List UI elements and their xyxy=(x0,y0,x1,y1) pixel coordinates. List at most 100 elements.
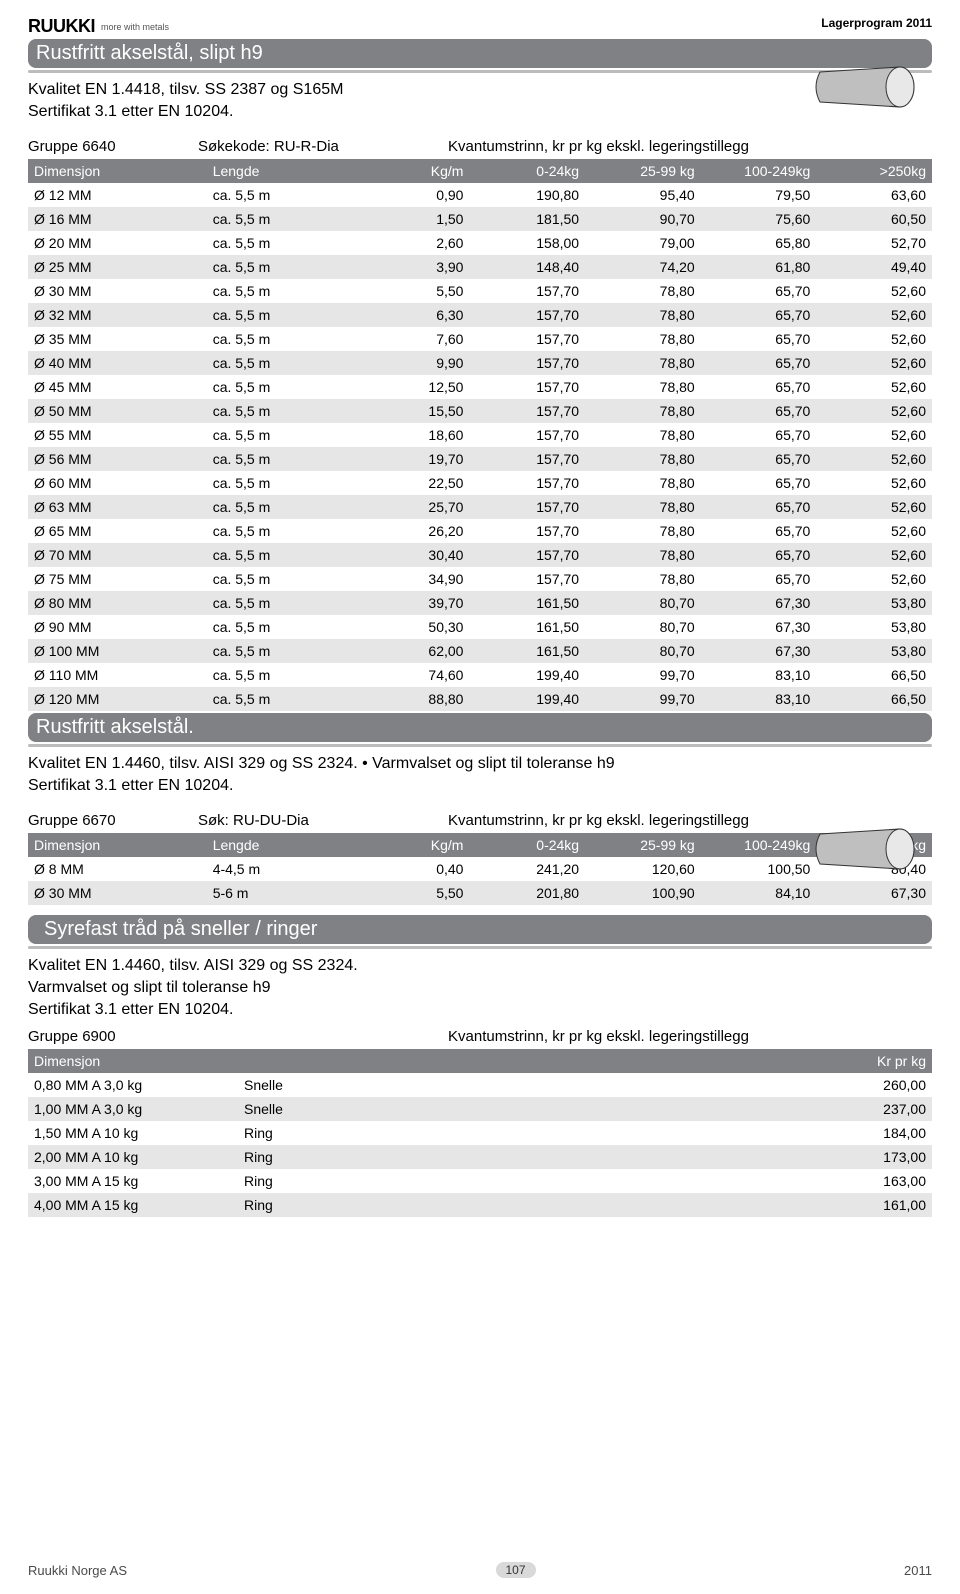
cell-dim: Ø 110 MM xyxy=(28,663,207,687)
cell-kgm: 9,90 xyxy=(364,351,469,375)
col-lengde: Lengde xyxy=(207,159,365,183)
cell-dim: Ø 50 MM xyxy=(28,399,207,423)
cell-p2: 78,80 xyxy=(585,567,701,591)
cell-dim: Ø 100 MM xyxy=(28,639,207,663)
section1-search: Søkekode: RU-R-Dia xyxy=(198,138,448,155)
cell-len: ca. 5,5 m xyxy=(207,567,365,591)
cell-p3: 67,30 xyxy=(701,615,817,639)
cell-dim: Ø 8 MM xyxy=(28,857,207,881)
cell-type: Ring xyxy=(238,1169,554,1193)
section1-subtitle-line1: Kvalitet EN 1.4418, tilsv. SS 2387 og S1… xyxy=(28,79,932,101)
s2-col-p3: 100-249kg xyxy=(701,833,817,857)
page-footer: Ruukki Norge AS 107 2011 xyxy=(28,1562,932,1578)
cell-len: 5-6 m xyxy=(207,881,365,905)
section3-subtitle-line1: Kvalitet EN 1.4460, tilsv. AISI 329 og S… xyxy=(28,955,932,977)
footer-left: Ruukki Norge AS xyxy=(28,1563,127,1578)
cell-len: ca. 5,5 m xyxy=(207,351,365,375)
cell-p4: 66,50 xyxy=(816,663,932,687)
cell-p4: 52,60 xyxy=(816,495,932,519)
section3-kvantum: Kvantumstrinn, kr pr kg ekskl. legerings… xyxy=(448,1028,932,1045)
cell-p3: 67,30 xyxy=(701,639,817,663)
cell-len: ca. 5,5 m xyxy=(207,207,365,231)
cell-len: ca. 5,5 m xyxy=(207,447,365,471)
cell-p2: 99,70 xyxy=(585,663,701,687)
cell-dim: Ø 65 MM xyxy=(28,519,207,543)
cell-p4: 52,60 xyxy=(816,423,932,447)
col-p3: 100-249kg xyxy=(701,159,817,183)
cell-dim: Ø 75 MM xyxy=(28,567,207,591)
cell-p4: 53,80 xyxy=(816,615,932,639)
logo-mark: RUUKKI xyxy=(28,16,95,37)
cell-p1: 157,70 xyxy=(469,399,585,423)
section2-group-line: Gruppe 6670 Søk: RU-DU-Dia Kvantumstrinn… xyxy=(28,812,932,829)
section2-subtitle-line1: Kvalitet EN 1.4460, tilsv. AISI 329 og S… xyxy=(28,753,932,775)
table-row: Ø 120 MMca. 5,5 m88,80199,4099,7083,1066… xyxy=(28,687,932,711)
cell-p2: 100,90 xyxy=(585,881,701,905)
cell-dim: Ø 25 MM xyxy=(28,255,207,279)
cell-p3: 65,70 xyxy=(701,423,817,447)
cell-p1: 199,40 xyxy=(469,687,585,711)
cell-price: 163,00 xyxy=(554,1169,932,1193)
cell-kgm: 5,50 xyxy=(364,279,469,303)
cell-p4: 52,60 xyxy=(816,471,932,495)
cell-p3: 65,70 xyxy=(701,567,817,591)
table-row: Ø 90 MMca. 5,5 m50,30161,5080,7067,3053,… xyxy=(28,615,932,639)
cell-dim: Ø 120 MM xyxy=(28,687,207,711)
cell-p1: 157,70 xyxy=(469,279,585,303)
cell-len: ca. 5,5 m xyxy=(207,639,365,663)
cell-dim: Ø 90 MM xyxy=(28,615,207,639)
cell-p2: 78,80 xyxy=(585,279,701,303)
cell-p3: 65,70 xyxy=(701,543,817,567)
cell-p4: 52,60 xyxy=(816,543,932,567)
cell-p4: 52,60 xyxy=(816,447,932,471)
cell-p3: 65,70 xyxy=(701,399,817,423)
cell-len: ca. 5,5 m xyxy=(207,687,365,711)
cell-p4: 52,60 xyxy=(816,519,932,543)
section3-group: Gruppe 6900 xyxy=(28,1028,448,1045)
table-row: Ø 12 MMca. 5,5 m0,90190,8095,4079,5063,6… xyxy=(28,183,932,207)
section1-group-line: Gruppe 6640 Søkekode: RU-R-Dia Kvantumst… xyxy=(28,138,932,155)
table-row: Ø 20 MMca. 5,5 m2,60158,0079,0065,8052,7… xyxy=(28,231,932,255)
table-row: 2,00 MM A 10 kgRing173,00 xyxy=(28,1145,932,1169)
table-row: Ø 16 MMca. 5,5 m1,50181,5090,7075,6060,5… xyxy=(28,207,932,231)
cell-p2: 78,80 xyxy=(585,303,701,327)
cell-kgm: 30,40 xyxy=(364,543,469,567)
cell-dim: Ø 35 MM xyxy=(28,327,207,351)
cell-p2: 99,70 xyxy=(585,687,701,711)
cell-len: ca. 5,5 m xyxy=(207,183,365,207)
section1-title-bar: Rustfritt akselstål, slipt h9 xyxy=(28,39,932,68)
cell-dim: Ø 32 MM xyxy=(28,303,207,327)
cell-p2: 90,70 xyxy=(585,207,701,231)
cell-len: ca. 5,5 m xyxy=(207,303,365,327)
cell-p2: 120,60 xyxy=(585,857,701,881)
section3-subtitle-line2: Varmvalset og slipt til toleranse h9 xyxy=(28,977,932,999)
cell-kgm: 34,90 xyxy=(364,567,469,591)
table-row: 3,00 MM A 15 kgRing163,00 xyxy=(28,1169,932,1193)
section2-group: Gruppe 6670 xyxy=(28,812,198,829)
cell-p3: 65,70 xyxy=(701,375,817,399)
cell-p2: 80,70 xyxy=(585,591,701,615)
cell-kgm: 3,90 xyxy=(364,255,469,279)
cell-kgm: 5,50 xyxy=(364,881,469,905)
cell-len: ca. 5,5 m xyxy=(207,399,365,423)
cell-p2: 79,00 xyxy=(585,231,701,255)
cell-price: 184,00 xyxy=(554,1121,932,1145)
cell-p4: 67,30 xyxy=(816,881,932,905)
cell-p1: 161,50 xyxy=(469,615,585,639)
cell-p1: 148,40 xyxy=(469,255,585,279)
col-p4: >250kg xyxy=(816,159,932,183)
cell-type: Ring xyxy=(238,1193,554,1217)
cell-type: Ring xyxy=(238,1121,554,1145)
cell-kgm: 7,60 xyxy=(364,327,469,351)
section1-table: Dimensjon Lengde Kg/m 0-24kg 25-99 kg 10… xyxy=(28,159,932,711)
cell-p1: 190,80 xyxy=(469,183,585,207)
section2-subtitle: Kvalitet EN 1.4460, tilsv. AISI 329 og S… xyxy=(28,753,932,796)
cell-p2: 95,40 xyxy=(585,183,701,207)
cell-p4: 52,60 xyxy=(816,375,932,399)
cell-dim: Ø 40 MM xyxy=(28,351,207,375)
cell-dim: Ø 16 MM xyxy=(28,207,207,231)
cell-p2: 80,70 xyxy=(585,615,701,639)
s2-col-kgm: Kg/m xyxy=(364,833,469,857)
cell-p1: 157,70 xyxy=(469,471,585,495)
cell-p4: 52,70 xyxy=(816,231,932,255)
